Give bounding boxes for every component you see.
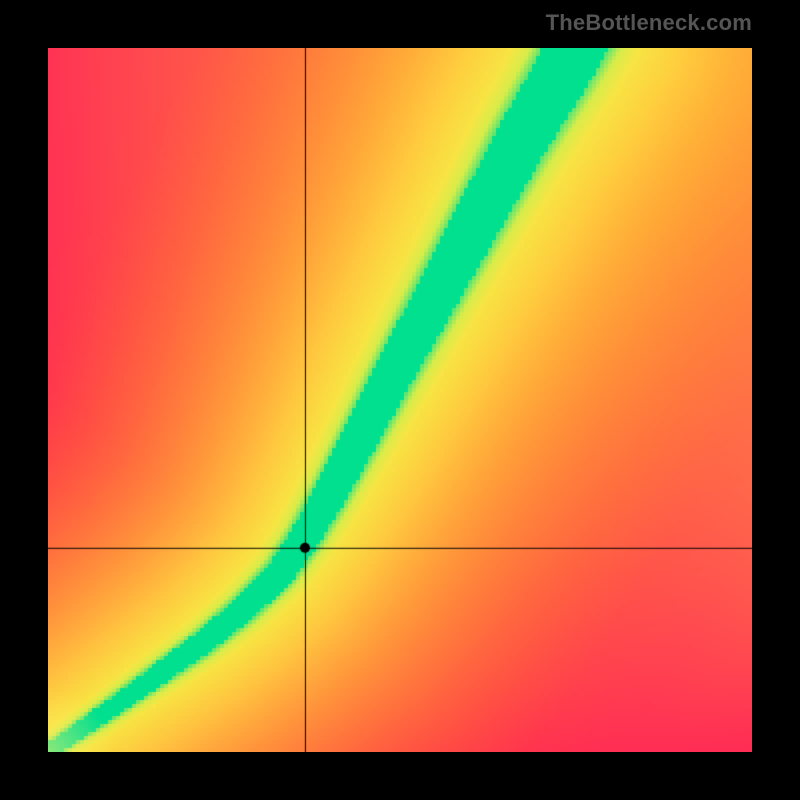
figure-background: TheBottleneck.com bbox=[0, 0, 800, 800]
plot-area bbox=[48, 48, 752, 752]
watermark-text: TheBottleneck.com bbox=[546, 10, 752, 36]
heatmap-canvas bbox=[48, 48, 752, 752]
